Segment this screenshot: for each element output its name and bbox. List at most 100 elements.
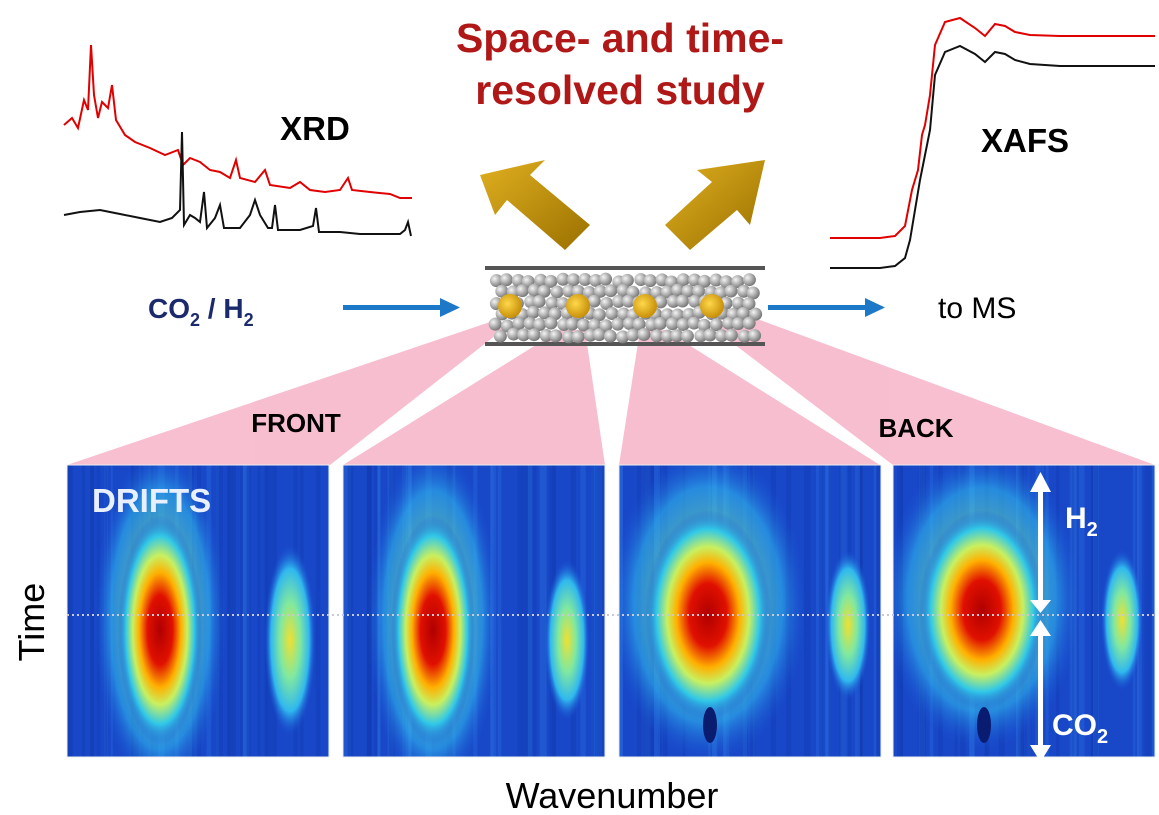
back-label: BACK: [878, 413, 953, 443]
sphere: [680, 329, 694, 343]
sphere: [604, 284, 618, 298]
sphere: [724, 328, 738, 342]
sphere: [676, 318, 690, 332]
sphere: [746, 286, 760, 300]
xafs-label: XAFS: [981, 122, 1069, 159]
sphere: [592, 308, 606, 322]
panel-streak: [803, 465, 811, 757]
sphere: [599, 319, 613, 333]
sphere: [643, 274, 657, 288]
sphere: [511, 274, 525, 288]
sphere: [622, 317, 636, 331]
sphere: [600, 296, 614, 310]
sphere: [634, 273, 648, 287]
panel-streak: [522, 465, 528, 757]
y-axis-label: Time: [11, 583, 52, 662]
panel-border: [618, 464, 882, 758]
sphere: [671, 283, 685, 297]
sphere: [549, 329, 563, 343]
reactor: [485, 266, 765, 346]
sphere: [532, 294, 546, 308]
panel-border: [892, 464, 1156, 758]
sphere: [697, 274, 711, 288]
sphere: [565, 317, 579, 331]
sphere: [577, 318, 591, 332]
sphere: [687, 316, 701, 330]
sphere: [527, 328, 541, 342]
sphere: [703, 328, 717, 342]
panel-content: [619, 465, 881, 757]
sphere: [612, 294, 626, 308]
panel-streak: [226, 465, 231, 757]
sphere: [731, 296, 745, 310]
sphere: [709, 273, 723, 287]
gold-arrow: [665, 160, 765, 250]
sphere: [571, 330, 585, 344]
panel-streak: [347, 465, 354, 757]
xrd-curve: [63, 131, 412, 237]
catalyst-particle: [566, 294, 590, 318]
sphere: [515, 284, 529, 298]
sphere: [715, 329, 729, 343]
feed-text: / H: [200, 293, 244, 324]
feed-sub: 2: [190, 310, 200, 330]
panel-streak: [1148, 465, 1152, 757]
sphere: [692, 284, 706, 298]
xrd-curve: [63, 44, 412, 199]
sphere: [512, 316, 526, 330]
sphere: [534, 273, 548, 287]
drifts-label: DRIFTS: [92, 482, 211, 519]
sphere: [488, 317, 502, 331]
sphere: [670, 329, 684, 343]
sphere: [537, 284, 551, 298]
flow-arrow: [343, 298, 885, 317]
sphere: [709, 318, 723, 332]
sphere: [544, 274, 558, 288]
dark-spot: [977, 707, 991, 743]
sphere: [666, 294, 680, 308]
sphere: [737, 306, 751, 320]
sphere: [637, 327, 651, 341]
sphere: [605, 306, 619, 320]
panel-streak: [596, 465, 604, 757]
sphere: [724, 284, 738, 298]
sphere: [742, 297, 756, 311]
sphere: [621, 294, 635, 308]
panel-streak: [819, 465, 823, 757]
panel-streak: [243, 465, 247, 757]
sphere: [517, 328, 531, 342]
side-band: [825, 550, 871, 700]
title-line: Space- and time-: [456, 15, 784, 61]
feed-text: CO: [148, 293, 190, 324]
panel-streak: [245, 465, 252, 757]
sphere: [748, 329, 762, 343]
panel-streak: [242, 465, 250, 757]
sphere: [676, 273, 690, 287]
drifts-panels: [66, 464, 1156, 758]
co2-text: CO: [1052, 709, 1097, 742]
panel-streak: [542, 465, 546, 757]
sphere: [653, 316, 667, 330]
panel-streak: [876, 465, 881, 757]
sphere: [550, 285, 564, 299]
panel-streak: [1093, 465, 1099, 757]
sphere: [660, 329, 674, 343]
panel-streak: [497, 465, 502, 757]
sphere: [620, 273, 634, 287]
panel-streak: [240, 465, 245, 757]
front-label: FRONT: [251, 408, 341, 438]
panel-streak: [1093, 465, 1099, 757]
panel-streak: [90, 465, 95, 757]
sphere: [526, 305, 540, 319]
panel-streak: [539, 465, 546, 757]
main-band: [919, 510, 1045, 710]
panel-streak: [527, 465, 533, 757]
sphere: [592, 328, 606, 342]
panel-streak: [873, 465, 877, 757]
sphere: [539, 328, 553, 342]
sphere: [538, 306, 552, 320]
catalyst-particle: [700, 294, 724, 318]
panel-streak: [1151, 465, 1155, 757]
main-band: [391, 515, 475, 745]
